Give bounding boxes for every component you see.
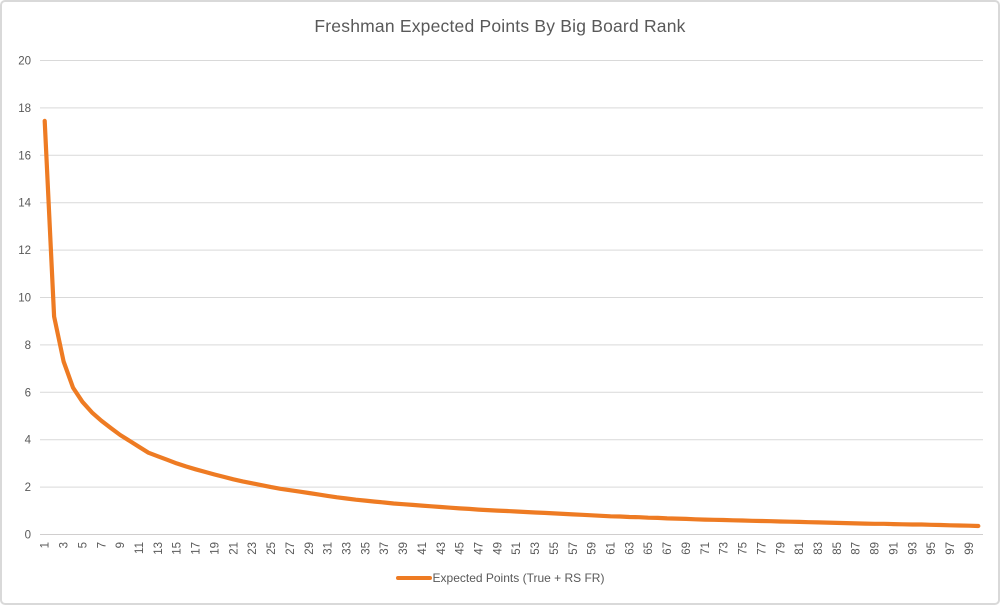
x-tick-label: 53: [530, 542, 542, 555]
x-tick-label: 51: [511, 542, 523, 555]
x-tick-label: 21: [228, 542, 240, 555]
x-tick-label: 63: [624, 542, 636, 555]
x-tick-label: 43: [436, 542, 448, 555]
x-tick-label: 87: [851, 542, 863, 555]
y-tick-label: 0: [25, 530, 31, 542]
x-tick-label: 27: [285, 542, 297, 555]
legend-line-swatch: [395, 576, 432, 580]
x-tick-label: 37: [379, 542, 391, 555]
x-tick-label: 95: [926, 542, 938, 555]
x-tick-label: 19: [209, 542, 221, 555]
y-tick-label: 8: [25, 340, 31, 352]
x-tick-label: 23: [247, 542, 259, 555]
x-tick-label: 61: [606, 542, 618, 555]
x-tick-label: 69: [681, 542, 693, 555]
x-tick-label: 45: [455, 542, 467, 555]
legend: Expected Points (True + RS FR): [2, 571, 998, 585]
x-tick-label: 55: [549, 542, 561, 555]
x-tick-label: 93: [907, 542, 919, 555]
x-tick-label: 59: [587, 542, 599, 555]
x-tick-label: 99: [964, 542, 976, 555]
x-tick-label: 17: [191, 542, 203, 555]
series-line: [42, 118, 981, 529]
x-tick-label: 67: [662, 542, 674, 555]
x-tick-label: 91: [888, 542, 900, 555]
x-tick-label: 1: [40, 542, 52, 548]
x-tick-label: 31: [323, 542, 335, 555]
x-tick-label: 65: [643, 542, 655, 555]
y-tick-label: 6: [25, 387, 31, 399]
x-tick-label: 7: [96, 542, 108, 548]
x-tick-label: 15: [172, 542, 184, 555]
x-tick-label: 5: [77, 542, 89, 548]
x-tick-label: 49: [492, 542, 504, 555]
y-tick-label: 12: [18, 245, 31, 257]
x-tick-label: 71: [700, 542, 712, 555]
x-tick-label: 25: [266, 542, 278, 555]
x-tick-label: 3: [59, 542, 71, 548]
x-tick-label: 73: [719, 542, 731, 555]
x-tick-label: 85: [832, 542, 844, 555]
x-tick-label: 75: [738, 542, 750, 555]
x-tick-label: 89: [870, 542, 882, 555]
y-tick-label: 10: [18, 293, 31, 305]
x-tick-label: 57: [568, 542, 580, 555]
x-tick-label: 9: [115, 542, 127, 548]
x-tick-label: 77: [756, 542, 768, 555]
y-tick-label: 4: [25, 435, 32, 447]
x-tick-label: 35: [360, 542, 372, 555]
x-tick-label: 81: [794, 542, 806, 555]
y-tick-label: 14: [18, 198, 31, 210]
x-tick-label: 83: [813, 542, 825, 555]
chart-title: Freshman Expected Points By Big Board Ra…: [314, 16, 686, 36]
x-tick-label: 33: [341, 542, 353, 555]
y-tick-label: 2: [25, 482, 31, 494]
y-tick-label: 16: [18, 150, 31, 162]
x-tick-label: 39: [398, 542, 410, 555]
x-tick-label: 97: [945, 542, 957, 555]
x-tick-label: 79: [775, 542, 787, 555]
y-tick-label: 18: [18, 103, 31, 115]
legend-label: Expected Points (True + RS FR): [432, 571, 605, 585]
x-tick-label: 29: [304, 542, 316, 555]
y-tick-label: 20: [18, 56, 31, 68]
x-tick-label: 41: [417, 542, 429, 555]
x-tick-label: 13: [153, 542, 165, 555]
x-tick-label: 11: [134, 542, 146, 554]
x-tick-label: 47: [473, 542, 485, 555]
